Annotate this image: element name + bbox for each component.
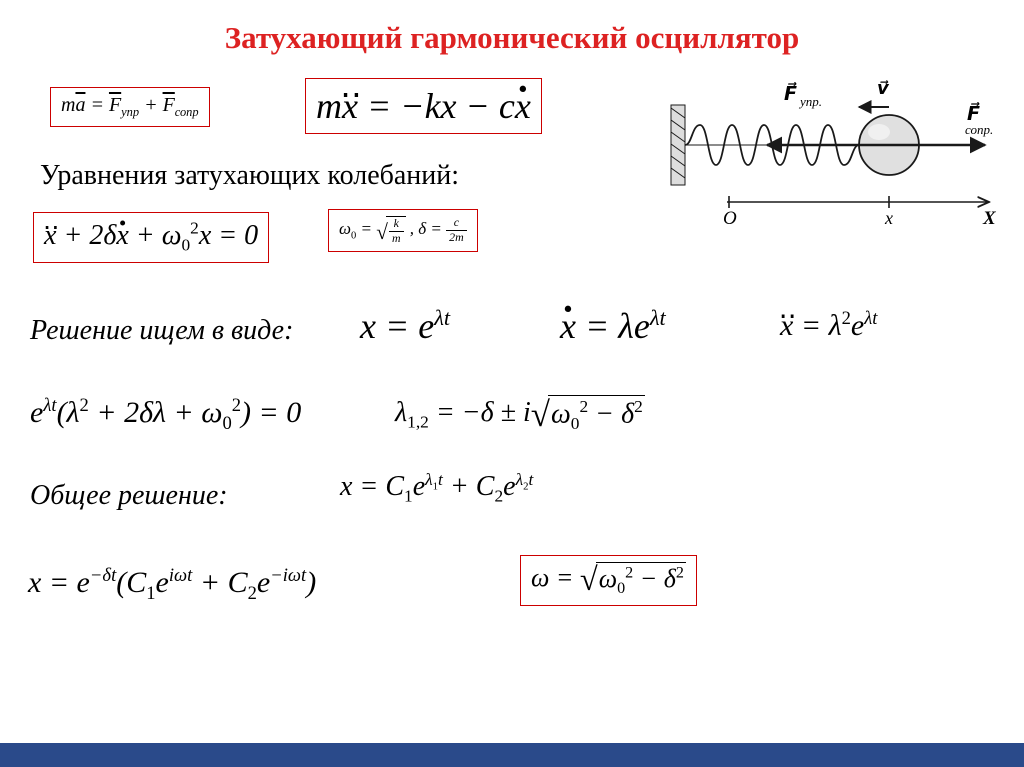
eq-trial-x: x = eλt xyxy=(360,305,450,347)
svg-text:X: X xyxy=(982,208,997,229)
svg-text:v⃗: v⃗ xyxy=(877,80,890,98)
label-trial: Решение ищем в виде: xyxy=(30,315,293,347)
svg-text:сопр.: сопр. xyxy=(965,122,993,137)
footer-bar xyxy=(0,745,1024,767)
eq-lambda-roots: λ1,2 = −δ ± iω02 − δ2 xyxy=(395,395,645,435)
label-damped: Уравнения затухающих колебаний: xyxy=(40,160,459,192)
eq-newton-box: ma = Fупр + Fсопр xyxy=(50,87,210,127)
spring-mass-diagram: F⃗ упр. v⃗ F⃗ сопр. O x X xyxy=(667,80,1002,230)
svg-text:F⃗: F⃗ xyxy=(784,82,797,105)
eq-params-box: ω0 = km , δ = c2m xyxy=(328,209,478,252)
eq-newton: ma = Fупр + Fсопр xyxy=(61,94,199,116)
eq-trial-xd: x = λeλt xyxy=(560,305,666,347)
svg-text:упр.: упр. xyxy=(798,94,822,109)
label-general: Общее решение: xyxy=(30,480,228,512)
eq-omega: ω = ω02 − δ2 xyxy=(531,563,686,592)
eq-characteristic-box: x + 2δx + ω02x = 0 xyxy=(33,212,269,263)
eq-motion-box: mx = −kx − cx xyxy=(305,78,542,134)
slide: Затухающий гармонический осциллятор ma =… xyxy=(0,0,1024,767)
page-title: Затухающий гармонический осциллятор xyxy=(0,20,1024,56)
svg-text:O: O xyxy=(723,208,737,229)
eq-trial-xdd: x = λ2eλt xyxy=(780,308,877,343)
svg-text:x: x xyxy=(884,208,893,228)
eq-omega-box: ω = ω02 − δ2 xyxy=(520,555,697,606)
eq-polynomial: eλt(λ2 + 2δλ + ω02) = 0 xyxy=(30,395,301,435)
eq-params: ω0 = km , δ = c2m xyxy=(339,219,467,238)
eq-motion: mx = −kx − cx xyxy=(316,86,531,126)
eq-gen1: x = C1eλ1t + C2eλ2t xyxy=(340,470,533,507)
eq-characteristic: x + 2δx + ω02x = 0 xyxy=(44,220,258,251)
eq-gen2: x = e−δt(C1eiωt + C2e−iωt) xyxy=(28,565,316,605)
